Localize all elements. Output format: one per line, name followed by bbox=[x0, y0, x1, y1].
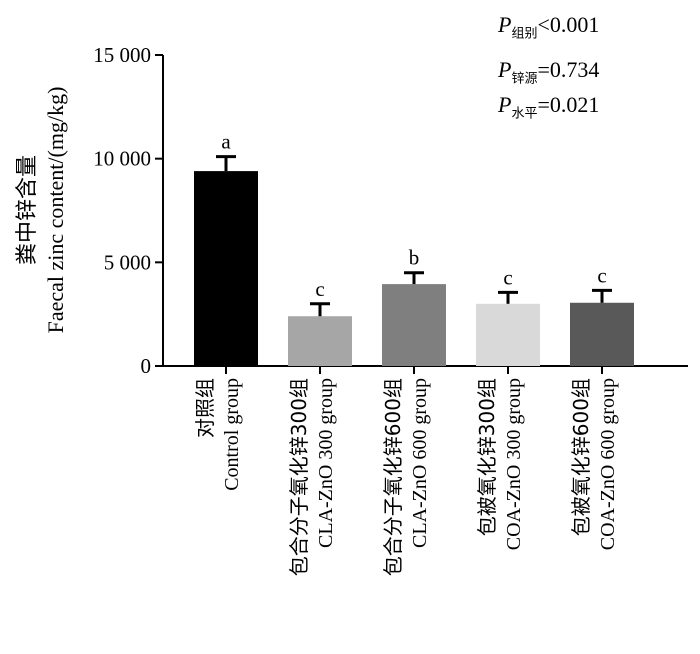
significance-letter: a bbox=[221, 130, 231, 154]
y-axis-ticks: 0 5 000 10 000 15 000 bbox=[93, 43, 163, 378]
bar bbox=[382, 284, 446, 366]
y-tick-label: 5 000 bbox=[104, 250, 151, 274]
x-label-en: COA-ZnO 600 group bbox=[597, 378, 619, 550]
bar bbox=[194, 171, 258, 366]
p-symbol: P bbox=[498, 57, 512, 82]
y-axis-title: 粪中锌含量 Faecal zinc content/(mg/kg) bbox=[15, 87, 68, 334]
x-label-cn: 包合分子氧化锌300组 bbox=[287, 378, 311, 576]
x-label-cn: 包被氧化锌600组 bbox=[569, 378, 593, 536]
x-label-en: CLA-ZnO 600 group bbox=[409, 378, 431, 548]
p-value-group: P组别<0.001 bbox=[498, 12, 599, 41]
x-label-cn: 包被氧化锌300组 bbox=[475, 378, 499, 536]
y-axis-title-en: Faecal zinc content/(mg/kg) bbox=[43, 87, 68, 334]
bar bbox=[476, 303, 540, 366]
x-label-cn: 包合分子氧化锌600组 bbox=[381, 378, 405, 576]
bar bbox=[288, 316, 352, 366]
p-value-source: P锌源=0.734 bbox=[498, 57, 599, 86]
y-tick-label: 0 bbox=[141, 354, 152, 378]
p-symbol: P bbox=[498, 12, 512, 37]
x-label-en: CLA-ZnO 300 group bbox=[315, 378, 337, 548]
significance-letter: c bbox=[315, 277, 324, 301]
p-value: =0.021 bbox=[537, 92, 600, 117]
significance-letter: b bbox=[409, 246, 420, 270]
x-label-en: COA-ZnO 300 group bbox=[503, 378, 525, 550]
p-value: =0.734 bbox=[537, 57, 600, 82]
x-label-en: Control group bbox=[221, 378, 243, 491]
x-label-cn: 对照组 bbox=[193, 378, 217, 438]
y-tick-label: 15 000 bbox=[93, 43, 151, 67]
p-value: <0.001 bbox=[537, 12, 600, 37]
y-axis-title-cn: 粪中锌含量 bbox=[15, 155, 40, 265]
bar bbox=[570, 302, 634, 366]
p-subscript: 组别 bbox=[511, 26, 538, 42]
p-subscript: 锌源 bbox=[511, 71, 538, 87]
bars: a c b c c bbox=[194, 130, 634, 366]
p-subscript: 水平 bbox=[511, 106, 538, 122]
p-symbol: P bbox=[498, 92, 512, 117]
p-value-level: P水平=0.021 bbox=[498, 92, 599, 121]
x-axis-labels: 对照组 Control group 包合分子氧化锌300组 CLA-ZnO 300 g… bbox=[193, 366, 619, 576]
y-tick-label: 10 000 bbox=[93, 147, 151, 171]
significance-letter: c bbox=[597, 263, 606, 287]
significance-letter: c bbox=[503, 265, 512, 289]
